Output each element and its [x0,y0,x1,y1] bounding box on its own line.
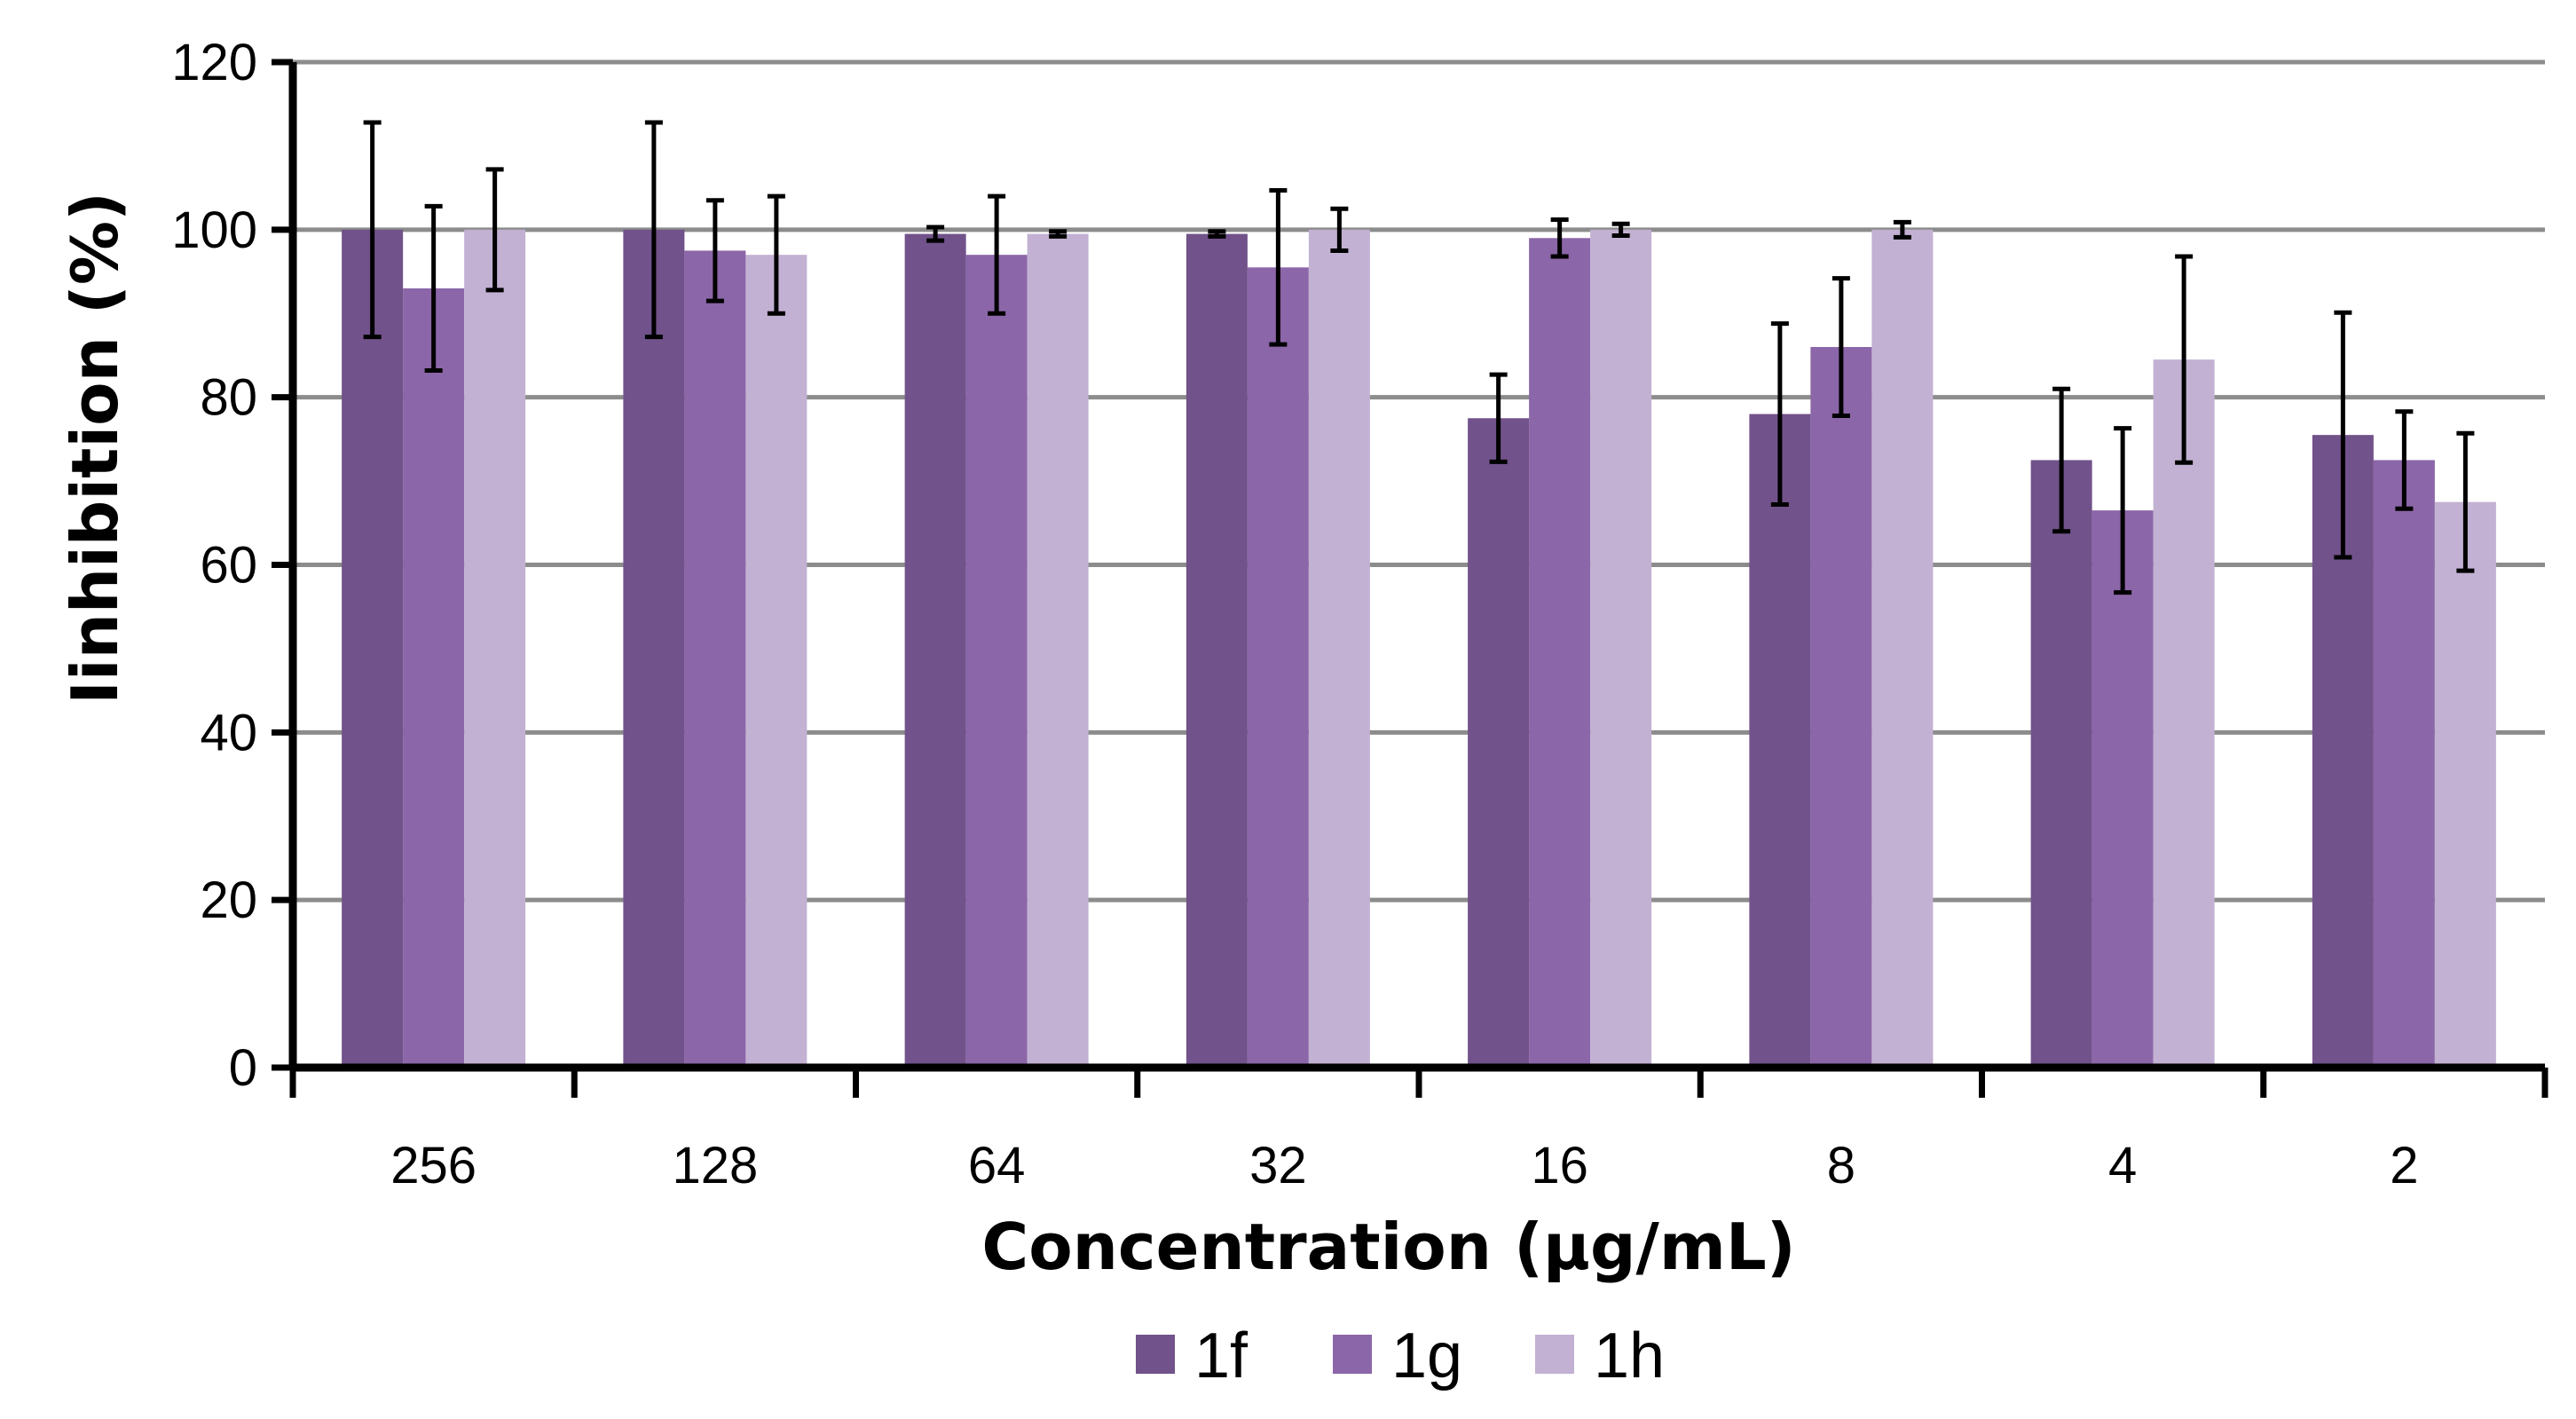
bar-1h-128 [745,255,807,1068]
bar-1f-32 [1186,233,1248,1068]
y-tick-label: 0 [229,1039,257,1097]
x-axis-title: Concentration (µg/mL) [981,1210,1795,1284]
bar-1f-128 [623,229,685,1068]
y-tick-label: 100 [171,201,257,259]
bar-1h-4 [2153,359,2215,1068]
x-tick-labels: 256 128 64 32 16 8 4 2 [390,1137,2418,1194]
bar-1h-16 [1590,229,1652,1068]
x-tick-label: 8 [1827,1137,1855,1194]
legend-label-1h: 1h [1594,1320,1665,1391]
x-tick-label: 32 [1249,1137,1307,1194]
y-tick-label: 20 [200,871,257,929]
y-tick-label: 120 [171,34,257,91]
bar-1g-2 [2373,460,2435,1068]
bar-1f-256 [342,229,404,1068]
x-tick-label: 2 [2390,1137,2418,1194]
legend-swatch-1h [1535,1335,1574,1374]
x-tick-label: 16 [1531,1137,1588,1194]
bar-1h-2 [2434,501,2496,1068]
legend-swatch-1g [1333,1335,1372,1374]
axes [272,59,2548,1098]
bar-1f-4 [2030,460,2092,1068]
bar-1g-128 [684,250,746,1068]
bar-1h-8 [1871,229,1934,1068]
bar-1f-64 [904,233,966,1068]
x-tick-label: 128 [672,1137,758,1194]
x-tick-label: 64 [968,1137,1026,1194]
bar-1g-32 [1247,267,1309,1068]
bar-1h-256 [464,229,526,1068]
legend: 1f 1g 1h [1136,1320,1665,1391]
y-tick-label: 60 [200,537,257,595]
y-tick-labels: 0 20 40 60 80 100 120 [171,34,257,1097]
x-tick-label: 4 [2108,1137,2137,1194]
bars-group [342,229,2496,1068]
bar-1h-32 [1308,229,1370,1068]
legend-label-1f: 1f [1194,1320,1249,1391]
bar-1g-256 [403,288,465,1068]
bar-1g-16 [1529,238,1591,1068]
y-axis-title: Iinhibition (%) [58,192,132,705]
bar-1f-16 [1468,418,1530,1068]
bar-1g-8 [1810,347,1872,1068]
x-tick-label: 256 [390,1137,477,1194]
bar-1g-64 [965,255,1028,1068]
bar-1g-4 [2092,510,2154,1068]
bar-1h-64 [1027,233,1089,1068]
legend-swatch-1f [1136,1335,1175,1374]
y-tick-label: 80 [200,369,257,427]
legend-label-1g: 1g [1391,1320,1462,1391]
y-tick-label: 40 [200,704,257,761]
bar-1f-8 [1749,414,1811,1068]
error-bars-group [363,120,2475,595]
